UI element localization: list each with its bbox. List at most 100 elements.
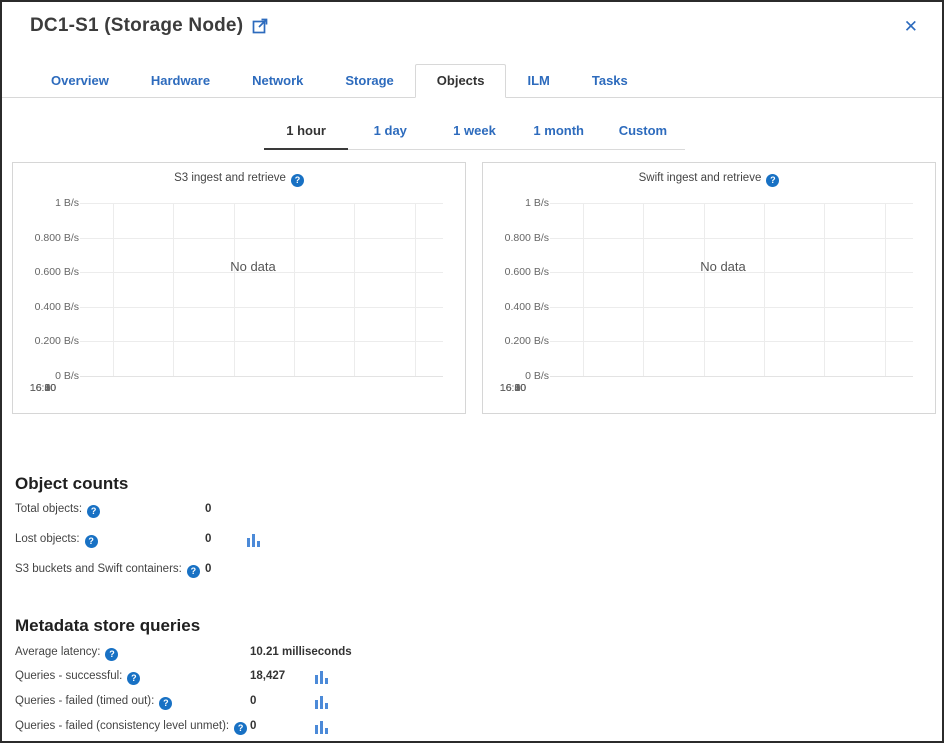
bar-chart-icon[interactable] [315,671,328,684]
plot-area [550,203,913,377]
help-icon[interactable]: ? [290,174,304,187]
gridline [80,238,443,239]
gridline [80,203,443,204]
help-icon[interactable]: ? [127,672,141,685]
chart-title: S3 ingest and retrieve? [13,172,465,187]
row-value: 0 [205,503,212,515]
bar-chart-icon[interactable] [315,696,328,709]
x-axis-tick: 16:40 [499,382,527,394]
row-label: Queries - failed (timed out): [15,695,155,707]
y-axis-tick: 0 B/s [55,370,79,382]
x-axis-tick: 16:30 [499,382,527,394]
plot-area [80,203,443,377]
help-icon[interactable]: ? [84,535,98,548]
tab-hardware[interactable]: Hardware [150,73,211,88]
y-axis-tick: 0.600 B/s [34,266,79,278]
bar-chart-icon[interactable] [247,534,260,547]
x-axis-tick: 16:50 [29,382,57,394]
gridline [550,341,913,342]
row-label: Total objects: [15,503,83,515]
close-icon[interactable]: ✕ [903,17,918,36]
help-icon[interactable]: ? [159,697,173,710]
gridline [550,203,913,204]
help-icon[interactable]: ? [234,722,248,735]
tab-storage[interactable]: Storage [345,73,394,88]
x-axis-tick: 16:10 [29,382,57,394]
y-axis-tick: 0.200 B/s [504,335,549,347]
gridline [550,272,913,273]
y-axis-tick: 0.600 B/s [504,266,549,278]
y-axis-tick: 0.800 B/s [504,232,549,244]
gridline [583,203,584,376]
average-latency-row: Average latency:? 10.21 milliseconds [15,646,942,666]
row-label: Average latency: [15,646,101,658]
gridline [550,307,913,308]
x-axis-tick: 16:40 [29,382,57,394]
gridline [824,203,825,376]
lost-objects-row: Lost objects:? 0 [15,533,942,553]
tab-ilm[interactable]: ILM [527,73,550,88]
gridline [885,203,886,376]
gridline [234,203,235,376]
time-range-bar: 1 hour 1 day 1 week 1 month Custom [264,115,685,150]
row-value: 0 [250,720,257,732]
queries-failed-consistency-row: Queries - failed (consistency level unme… [15,720,942,740]
gridline [113,203,114,376]
row-value: 0 [250,695,257,707]
row-value: 18,427 [250,670,286,682]
x-axis-tick: 16:20 [499,382,527,394]
row-value: 10.21 milliseconds [250,646,352,658]
page-title: DC1-S1 (Storage Node) [30,15,244,36]
external-link-icon[interactable] [252,18,268,34]
row-value: 0 [205,533,212,545]
gridline [354,203,355,376]
tab-bar: Overview Hardware Network Storage Object… [2,64,942,98]
chart-title: Swift ingest and retrieve? [483,172,935,187]
no-data-label: No data [230,259,276,274]
row-label: Lost objects: [15,533,80,545]
help-icon[interactable]: ? [186,565,200,578]
gridline [704,203,705,376]
x-axis-tick: 16:10 [499,382,527,394]
gridline [764,203,765,376]
x-axis-tick: 16:30 [29,382,57,394]
y-axis-tick: 0.800 B/s [34,232,79,244]
gridline [643,203,644,376]
time-range-1-hour[interactable]: 1 hour [264,115,349,150]
y-axis-tick: 1 B/s [55,197,79,209]
row-label: S3 buckets and Swift containers: [15,563,182,575]
swift-ingest-retrieve-chart: Swift ingest and retrieve? 1 B/s 0.800 B… [482,162,936,414]
tab-tasks[interactable]: Tasks [591,73,628,88]
tab-network[interactable]: Network [252,73,304,88]
time-range-1-month[interactable]: 1 month [533,123,584,138]
gridline [80,341,443,342]
object-counts-heading: Object counts [15,474,129,494]
charts-row: S3 ingest and retrieve? 1 B/s 0.800 B/s … [12,162,936,414]
tab-overview[interactable]: Overview [51,73,109,88]
time-range-custom[interactable]: Custom [618,123,668,138]
help-icon[interactable]: ? [766,174,780,187]
y-axis-tick: 0.400 B/s [504,301,549,313]
time-range-1-week[interactable]: 1 week [453,123,496,138]
gridline [173,203,174,376]
gridline [550,376,913,377]
no-data-label: No data [700,259,746,274]
gridline [294,203,295,376]
s3-ingest-retrieve-chart: S3 ingest and retrieve? 1 B/s 0.800 B/s … [12,162,466,414]
help-icon[interactable]: ? [105,648,119,661]
row-label: Queries - failed (consistency level unme… [15,720,230,732]
time-range-1-day[interactable]: 1 day [373,123,407,138]
queries-successful-row: Queries - successful:? 18,427 [15,670,942,690]
help-icon[interactable]: ? [87,505,101,518]
row-label: Queries - successful: [15,670,123,682]
gridline [80,376,443,377]
x-axis-tick: 16:00 [499,382,527,394]
header: DC1-S1 (Storage Node) [30,15,268,37]
bar-chart-icon[interactable] [315,721,328,734]
tab-objects[interactable]: Objects [414,64,507,98]
y-axis-tick: 0.400 B/s [34,301,79,313]
y-axis-tick: 1 B/s [525,197,549,209]
gridline [80,307,443,308]
x-axis-tick: 16:00 [29,382,57,394]
